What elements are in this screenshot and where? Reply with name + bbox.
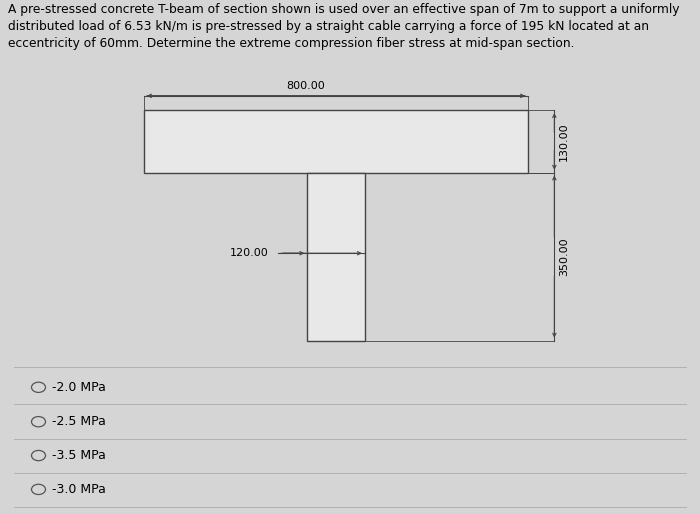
Text: -2.0 MPa: -2.0 MPa bbox=[52, 381, 106, 394]
Text: -3.5 MPa: -3.5 MPa bbox=[52, 449, 106, 462]
Text: A pre-stressed concrete T-beam of section shown is used over an effective span o: A pre-stressed concrete T-beam of sectio… bbox=[8, 3, 680, 50]
Text: -2.5 MPa: -2.5 MPa bbox=[52, 415, 106, 428]
Text: 120.00: 120.00 bbox=[230, 248, 269, 258]
Text: 800.00: 800.00 bbox=[286, 81, 325, 91]
Bar bbox=[144, 110, 528, 172]
Text: 350.00: 350.00 bbox=[559, 238, 569, 276]
Text: 130.00: 130.00 bbox=[559, 122, 569, 161]
Bar bbox=[307, 172, 365, 341]
Text: -3.0 MPa: -3.0 MPa bbox=[52, 483, 106, 496]
